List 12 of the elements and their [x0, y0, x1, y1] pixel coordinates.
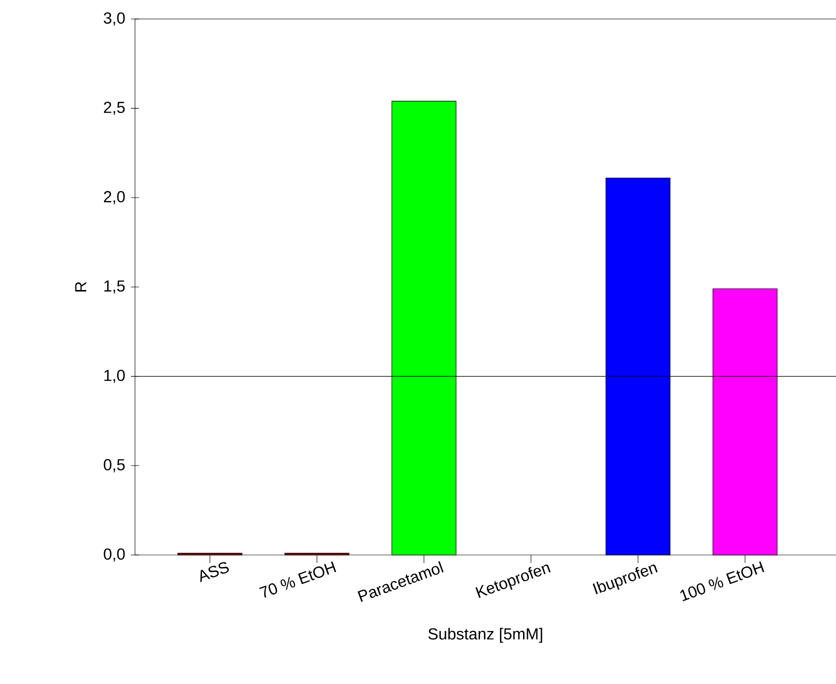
y-tick-label: 0,0	[104, 548, 125, 562]
y-tick-label: 0,5	[104, 459, 125, 472]
y-axis-title: R	[75, 282, 86, 292]
y-tick-label: 1,0	[104, 370, 125, 383]
x-tick-label: 70 % EtOH	[259, 561, 336, 598]
x-tick-label: ASS	[200, 562, 229, 582]
x-tick-label: 100 % EtOH	[680, 561, 764, 602]
x-axis-title: Substanz [5mM]	[428, 628, 542, 643]
y-tick-label: 1,5	[104, 280, 125, 294]
y-tick-label: 2,5	[104, 102, 125, 115]
y-tick-label: 2,0	[104, 191, 125, 204]
y-tick-label: 3,0	[104, 12, 125, 26]
